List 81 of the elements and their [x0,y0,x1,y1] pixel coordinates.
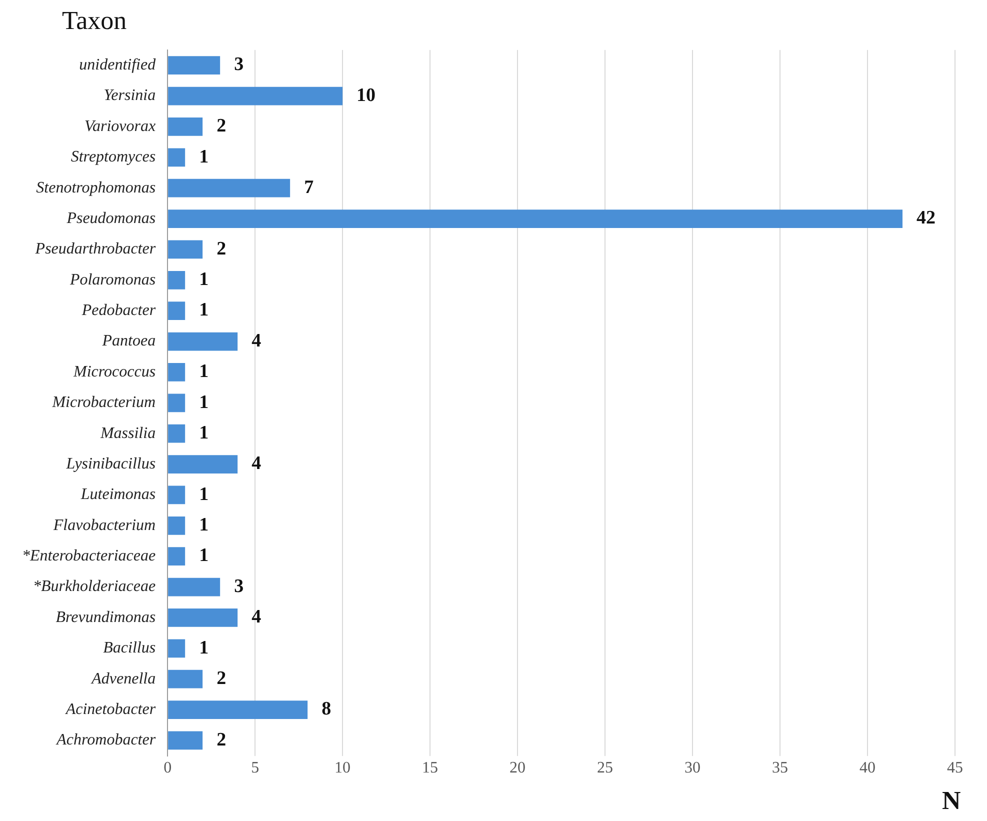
bar [168,56,220,75]
y-tick-label: Stenotrophomonas [36,179,156,196]
data-label: 1 [199,392,209,413]
bar [168,486,186,504]
data-label: 7 [304,177,314,198]
bar [168,578,220,596]
y-tick-label: Polaromonas [68,271,156,288]
data-label: 10 [356,84,376,106]
y-tick-label: Flavobacterium [52,516,156,534]
data-label: 2 [216,116,226,137]
y-tick-label: Variovorax [84,118,156,135]
data-label: 3 [234,54,244,76]
y-tick-label: Massilia [99,424,156,442]
y-tick-label: Pseudomonas [66,210,156,227]
data-label: 1 [199,637,209,658]
y-tick-label: Streptomyces [70,148,156,166]
bar [168,210,903,228]
data-label: 2 [216,238,226,260]
y-tick-label: Lysinibacillus [65,455,156,472]
y-tick-label: Pedobacter [80,302,156,320]
x-tick-label: 40 [860,760,876,777]
data-label: 42 [916,208,936,229]
x-tick-label: 5 [251,760,260,777]
y-tick-label: unidentified [79,56,157,74]
bar [168,455,238,474]
x-tick-label: 0 [164,760,172,777]
x-tick-label: 15 [422,760,438,777]
bar [168,302,186,320]
bar [168,424,186,443]
bar [168,670,203,688]
bar [168,639,186,658]
bar [168,178,290,198]
y-tick-label: Achromobacter [56,732,156,749]
y-tick-label: *Burkholderiaceae [32,578,156,596]
x-tick-label: 30 [684,760,701,777]
bar [168,148,186,167]
data-label: 1 [199,422,209,444]
data-label: 8 [322,698,332,720]
y-tick-label: *Enterobacteriaceae [22,548,156,565]
y-tick-label: Microbacterium [51,394,156,412]
y-tick-label: Micrococcus [72,363,156,380]
x-tick-label: 10 [334,760,351,777]
bar [168,700,308,719]
data-label: 3 [234,576,244,597]
data-label: 1 [199,361,209,382]
data-label: 2 [216,729,226,750]
data-label: 1 [199,484,209,505]
y-tick-label: Pseudarthrobacter [34,240,156,258]
data-label: 4 [252,453,262,474]
x-tick-label: 20 [510,760,526,777]
y-tick-label: Yersinia [104,87,156,104]
data-label: 1 [199,514,209,536]
x-axis-title: N [942,786,961,816]
data-label: 4 [252,606,262,628]
y-tick-label: Pantoea [101,332,156,350]
y-tick-label: Luteimonas [80,486,156,504]
bar [168,86,343,106]
bar [168,118,203,136]
bar [168,608,238,627]
bar [168,394,186,412]
data-label: 1 [199,300,209,321]
y-tick-label: Acinetobacter [64,700,156,718]
bar [168,731,203,750]
y-tick-label: Bacillus [103,640,156,657]
y-tick-label: Advenella [90,670,156,688]
bar [168,240,203,259]
data-label: 4 [252,330,262,352]
x-tick-label: 35 [772,760,788,777]
data-label: 1 [199,545,209,566]
bar [168,516,186,535]
y-tick-label: Brevundimonas [56,608,156,626]
bar [168,547,186,566]
data-label: 1 [199,269,209,290]
data-label: 2 [216,668,226,689]
x-tick-label: 45 [947,760,963,777]
bar [168,363,186,382]
x-tick-label: 25 [597,760,614,777]
y-axis-title: Taxon [62,6,127,36]
bar [168,332,238,351]
bar [168,270,186,290]
data-label: 1 [199,146,209,168]
